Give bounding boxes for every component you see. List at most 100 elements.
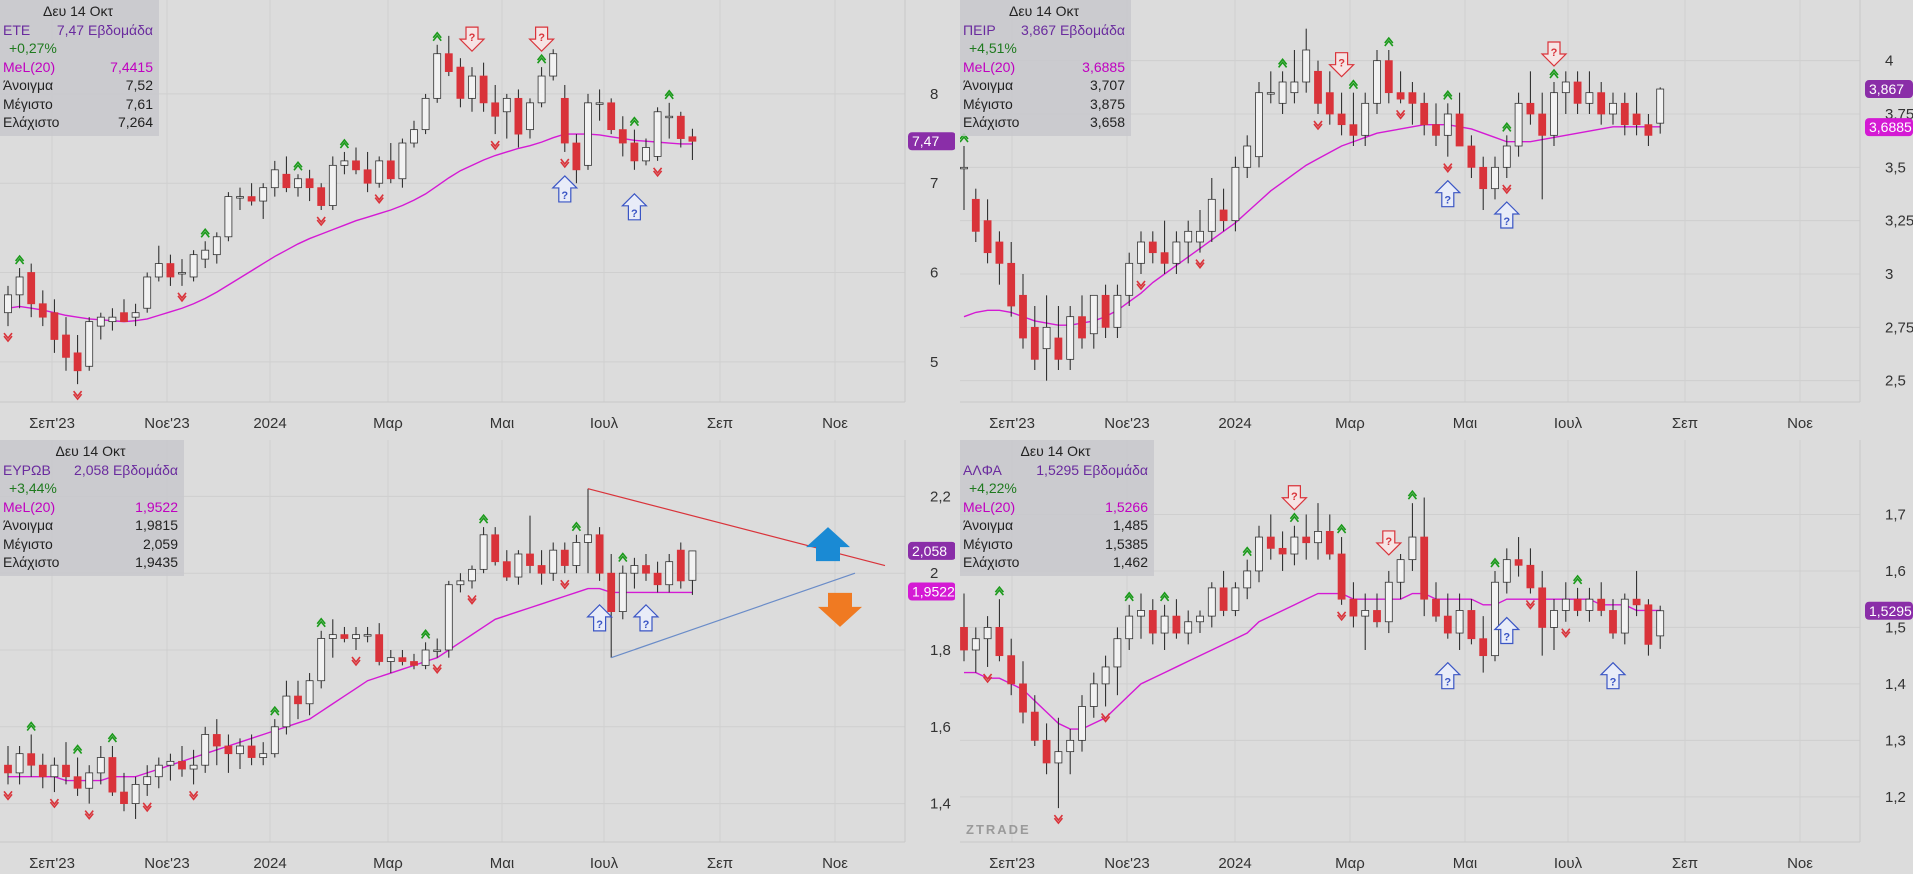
- candle: [154, 757, 163, 789]
- candle: [166, 254, 175, 286]
- sell-signal-icon: [1443, 163, 1453, 173]
- candle: [15, 268, 24, 309]
- high-label: Μέγιστο: [3, 535, 53, 552]
- candle-up: [537, 75, 546, 104]
- question-mark: ?: [561, 190, 568, 202]
- candle: [317, 630, 326, 689]
- x-tick-label: 2024: [1218, 855, 1251, 872]
- candle-up: [468, 568, 476, 582]
- candle: [1219, 188, 1228, 232]
- high-label: Μέγιστο: [963, 535, 1013, 552]
- candle-up: [1585, 92, 1594, 104]
- candle: [201, 241, 210, 269]
- candle-up: [456, 580, 465, 586]
- candle: [259, 742, 268, 766]
- candle: [1420, 92, 1429, 136]
- candle-up: [1314, 531, 1322, 544]
- candle: [1573, 587, 1582, 617]
- symbol: ΑΛΦΑ: [963, 461, 1002, 478]
- chart-panel-eurob[interactable]: 1,4 1,6 1,8 2 2,2 Σεπ'23 Νοε'23 2024 Μαρ Μαι Ιουλ Σ…: [0, 440, 955, 874]
- candle: [131, 303, 140, 327]
- x-tick-label: 2024: [253, 855, 286, 872]
- buy-signal-icon: [107, 732, 118, 743]
- candle: [1609, 92, 1617, 125]
- candle-down: [4, 764, 12, 774]
- candle-up: [1290, 536, 1299, 555]
- candle-up: [1125, 615, 1134, 640]
- candle-up: [1278, 81, 1287, 104]
- info-box: Δευ 14 Οκτ ΠΕΙΡ 3,867 Εβδομάδα +4,51% MeL…: [960, 0, 1131, 136]
- question-down-arrow-shape: [1375, 530, 1403, 556]
- chart-panel-peir[interactable]: 2,5 2,75 3 3,25 3,5 3,75 4 Σεπ'23 Νοε'23 2024 Μαρ Μ…: [960, 0, 1913, 436]
- sell-signal-icon: [188, 790, 199, 801]
- candle: [433, 638, 442, 658]
- candle: [352, 147, 360, 175]
- x-tick-label: Σεπ'23: [989, 855, 1035, 872]
- question-up-arrow-icon: ?: [632, 604, 660, 632]
- candle-down: [1219, 587, 1228, 611]
- candle-up: [236, 745, 244, 755]
- candle: [398, 138, 407, 188]
- candle: [549, 49, 558, 81]
- question-up-arrow-icon: ?: [1434, 179, 1462, 208]
- candle-down: [340, 634, 349, 639]
- x-axis: Σεπ'23 Νοε'23 2024 Μαρ Μαι Ιουλ Σεπ Νοε: [29, 415, 848, 432]
- candle-up: [1384, 581, 1393, 623]
- candlestick-chart-alpha[interactable]: 1,2 1,3 1,4 1,5 1,6 1,7 Σεπ'23 Νοε'23 2024 Μαρ Μαι…: [960, 440, 1913, 874]
- info-box: Δευ 14 Οκτ ΑΛΦΑ 1,5295 Εβδομάδα +4,22% Me…: [960, 440, 1154, 576]
- candle-down: [247, 196, 256, 202]
- x-tick-label: Σεπ'23: [29, 415, 75, 432]
- open-value: 3,707: [1089, 77, 1125, 93]
- question-up-arrow-shape: [551, 175, 579, 203]
- sell-signal-icon: [351, 656, 361, 667]
- candle: [665, 102, 674, 139]
- candle: [1467, 599, 1476, 645]
- candle: [120, 299, 128, 323]
- high-value: 2,059: [142, 535, 178, 552]
- candle: [1384, 570, 1393, 634]
- watermark: ZTRADE: [966, 822, 1031, 837]
- sell-signal-icon: [316, 216, 326, 227]
- question-mark: ?: [469, 32, 476, 44]
- x-tick-label: Νοε'23: [1104, 415, 1149, 432]
- candle: [642, 554, 650, 581]
- chart-panel-alpha[interactable]: 1,2 1,3 1,4 1,5 1,6 1,7 Σεπ'23 Νοε'23 2024 Μαρ Μαι…: [960, 440, 1913, 874]
- candle: [983, 199, 992, 264]
- candle: [38, 753, 47, 789]
- candle-down: [224, 745, 233, 755]
- candle-up: [468, 75, 476, 99]
- candle-down: [537, 565, 546, 574]
- candle-up: [983, 627, 992, 640]
- candle: [584, 93, 592, 170]
- candle: [1467, 135, 1476, 178]
- candle-down: [212, 734, 221, 747]
- candle: [1066, 306, 1075, 370]
- candle: [1314, 60, 1322, 114]
- candle-up: [1089, 294, 1098, 335]
- candle: [1172, 599, 1181, 639]
- candle-down: [38, 303, 47, 318]
- candle-down: [595, 534, 604, 574]
- buy-signal-icon: [618, 552, 628, 563]
- candle: [1231, 582, 1240, 617]
- candle-down: [108, 757, 117, 793]
- chart-panel-ete[interactable]: 5 6 7 8 Σεπ'23 Νοε'23 2024 Μαρ Μαι Ιουλ Σεπ Νοε????…: [0, 0, 955, 436]
- question-mark: ?: [596, 619, 603, 631]
- buy-signal-icon: [571, 521, 582, 532]
- candle: [1396, 554, 1405, 600]
- candle-down: [1349, 598, 1358, 617]
- candle: [1007, 638, 1016, 696]
- candle-down: [178, 760, 186, 770]
- buy-signal-icon: [72, 744, 83, 755]
- candle: [1266, 514, 1275, 560]
- candle: [1184, 610, 1193, 645]
- x-tick-label: Ιουλ: [590, 855, 619, 872]
- candle-down: [1266, 536, 1275, 549]
- candle: [27, 263, 36, 318]
- candle-up: [1255, 536, 1263, 572]
- candle-down: [1644, 124, 1653, 136]
- candle-up: [328, 634, 337, 639]
- candle-up: [15, 753, 24, 774]
